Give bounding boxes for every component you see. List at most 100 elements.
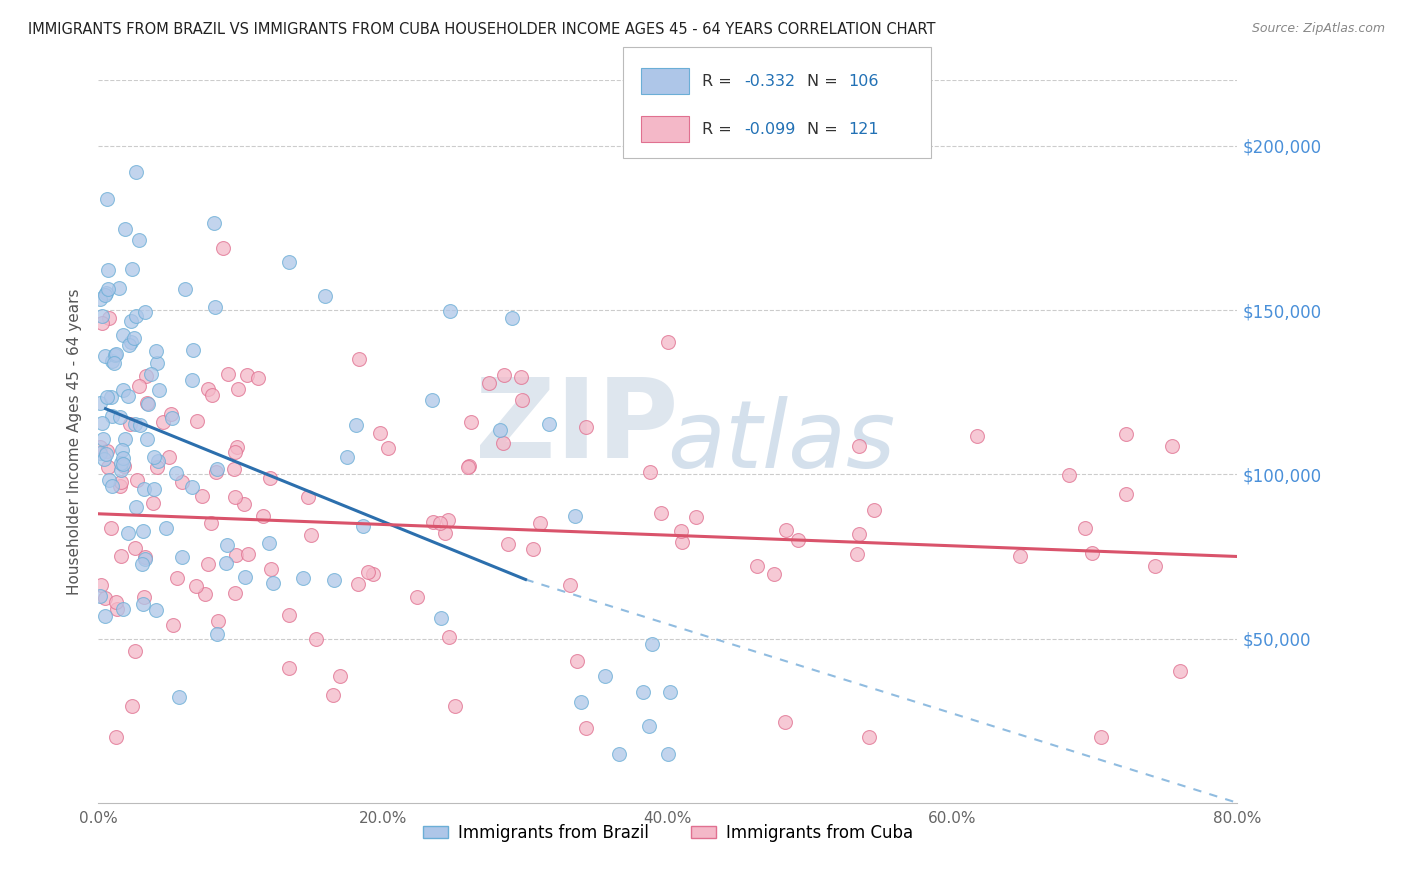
Point (91, 309, 114, 323)
Point (564, 508, 586, 523)
Point (204, 300, 226, 314)
Point (134, 551, 156, 566)
Point (100, 390, 122, 404)
Point (101, 354, 124, 368)
Point (128, 379, 150, 393)
Point (314, 289, 336, 303)
Point (434, 526, 457, 541)
Point (89, 440, 111, 454)
Point (571, 695, 593, 709)
Text: R =: R = (702, 122, 737, 136)
Point (104, 348, 127, 362)
Y-axis label: Householder Income Ages 45 - 64 years: Householder Income Ages 45 - 64 years (67, 288, 83, 595)
Point (224, 445, 246, 459)
Point (671, 534, 693, 549)
Point (132, 591, 155, 605)
Point (101, 409, 124, 423)
Point (186, 579, 208, 593)
Point (111, 384, 134, 398)
Point (173, 282, 195, 296)
Point (142, 496, 165, 510)
Point (134, 549, 156, 564)
Point (134, 482, 156, 496)
Point (121, 699, 143, 714)
Point (143, 482, 166, 496)
Point (207, 627, 229, 641)
Point (122, 331, 145, 345)
Point (104, 347, 127, 361)
Point (489, 423, 512, 437)
Point (224, 586, 246, 600)
Point (146, 454, 169, 468)
Point (492, 368, 515, 382)
Point (90, 578, 112, 592)
Point (846, 547, 869, 561)
Point (657, 334, 679, 349)
Point (322, 688, 344, 702)
Point (457, 459, 479, 474)
Point (658, 685, 681, 699)
Point (347, 352, 370, 367)
Point (444, 699, 467, 714)
Point (111, 457, 134, 471)
Point (124, 644, 146, 658)
Point (136, 396, 159, 410)
Point (224, 462, 246, 476)
Point (94, 287, 117, 301)
Point (205, 465, 228, 479)
Point (607, 747, 630, 761)
Point (496, 536, 519, 550)
Point (157, 450, 180, 465)
Point (120, 334, 142, 349)
Point (252, 508, 274, 523)
Point (1090, 730, 1112, 744)
Point (89, 293, 111, 307)
Point (94, 608, 117, 623)
Point (430, 611, 453, 625)
Point (457, 458, 479, 473)
Point (848, 439, 870, 453)
Point (114, 222, 136, 236)
Point (1115, 426, 1137, 441)
Point (510, 393, 533, 408)
Point (172, 475, 194, 490)
Point (90, 316, 112, 330)
Text: 121: 121 (848, 122, 879, 136)
Point (640, 637, 662, 651)
Text: N =: N = (807, 74, 844, 88)
Point (91, 417, 114, 431)
Point (775, 523, 797, 537)
Point (522, 542, 544, 557)
Point (491, 436, 513, 450)
Text: -0.332: -0.332 (744, 74, 794, 88)
Point (858, 730, 880, 744)
Point (105, 595, 128, 609)
Point (207, 614, 229, 628)
Point (96, 390, 118, 404)
Point (212, 241, 235, 255)
Point (146, 459, 169, 474)
Point (347, 576, 370, 591)
Point (259, 471, 281, 485)
Point (89, 396, 111, 410)
Point (329, 669, 352, 683)
Point (259, 562, 281, 576)
Point (112, 459, 135, 474)
Point (344, 417, 367, 432)
Point (162, 617, 184, 632)
Point (181, 373, 204, 387)
Point (377, 441, 399, 455)
Point (848, 527, 870, 541)
Point (94, 349, 117, 363)
Point (128, 233, 150, 247)
Point (139, 368, 162, 382)
Point (94, 285, 117, 300)
Point (1115, 486, 1137, 500)
Text: -0.099: -0.099 (744, 122, 796, 136)
Point (420, 393, 443, 408)
Point (167, 690, 190, 705)
Point (136, 397, 159, 411)
Point (262, 576, 284, 591)
Point (89, 445, 111, 459)
Point (437, 513, 460, 527)
